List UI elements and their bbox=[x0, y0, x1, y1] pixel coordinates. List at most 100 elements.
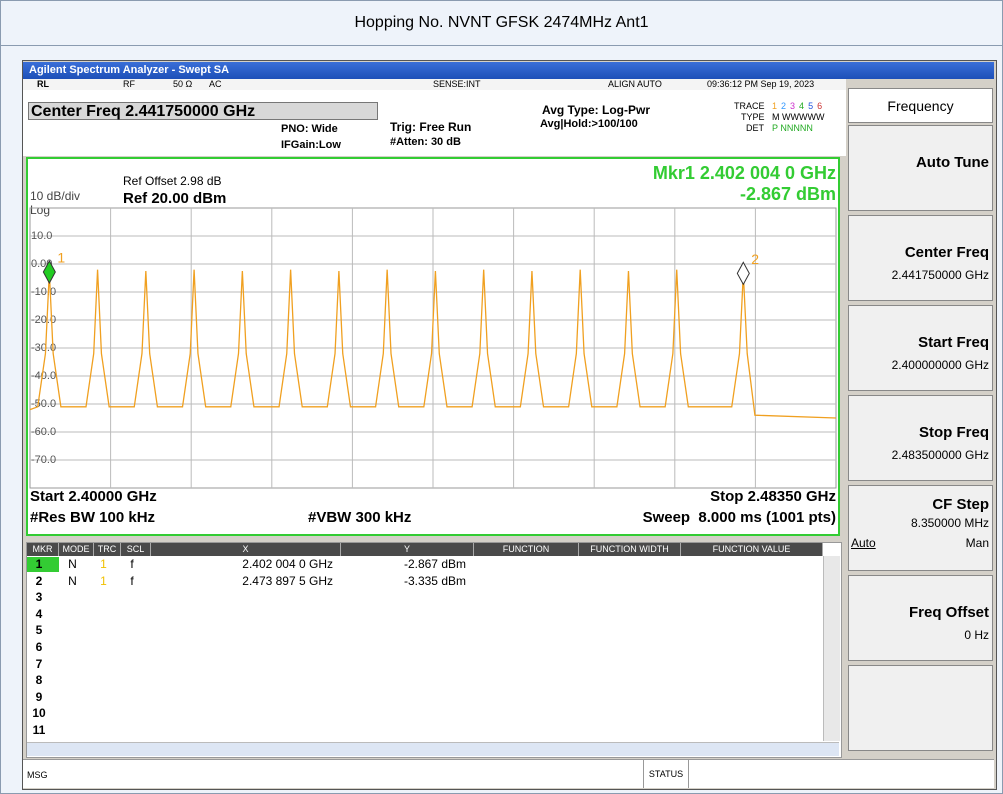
softkey[interactable]: Start Freq 2.400000000 GHz bbox=[848, 305, 993, 391]
spectrum-plot: Ref Offset 2.98 dB 10 dB/div Ref 20.00 d… bbox=[26, 157, 840, 536]
status-item: 09:36:12 PM Sep 19, 2023 bbox=[707, 79, 815, 89]
marker bbox=[736, 261, 750, 286]
atten: #Atten: 30 dB bbox=[390, 136, 461, 148]
softkey[interactable]: Center Freq 2.441750000 GHz bbox=[848, 215, 993, 301]
trace-number: 6 bbox=[817, 101, 823, 111]
column-header: SCL bbox=[121, 543, 151, 556]
status-item: ALIGN AUTO bbox=[608, 79, 662, 89]
table-cell: 2.402 004 0 GHz bbox=[242, 557, 333, 571]
softkey-value: 8.350000 MHz bbox=[910, 516, 989, 530]
softkey-label: Stop Freq bbox=[919, 424, 989, 441]
det-label: DET bbox=[746, 123, 764, 133]
trace-number: 2 bbox=[781, 101, 787, 111]
column-header: Y bbox=[341, 543, 474, 556]
softkey[interactable]: CF Step 8.350000 MHz Auto Man bbox=[848, 485, 993, 571]
table-cell: -2.867 dBm bbox=[403, 557, 466, 571]
status-item: AC bbox=[209, 79, 222, 89]
table-cell: 3 bbox=[35, 590, 43, 605]
settings-panel bbox=[23, 90, 846, 156]
column-header: FUNCTION WIDTH bbox=[579, 543, 681, 556]
table-cell: 5 bbox=[35, 623, 43, 638]
y-tick-label: -10.0 bbox=[31, 286, 56, 298]
softkey-label: Freq Offset bbox=[908, 604, 989, 621]
h-scrollbar[interactable] bbox=[27, 742, 839, 756]
table-cell: -3.335 dBm bbox=[403, 573, 466, 588]
softkey[interactable]: Stop Freq 2.483500000 GHz bbox=[848, 395, 993, 481]
marker bbox=[42, 259, 56, 285]
table-cell: f bbox=[130, 573, 134, 588]
softkey-value: 2.400000000 GHz bbox=[891, 358, 989, 372]
status-item: SENSE:INT bbox=[433, 79, 481, 89]
status-item: 50 Ω bbox=[173, 79, 193, 89]
table-cell: 1 bbox=[100, 557, 107, 571]
menu-title-text: Frequency bbox=[887, 98, 954, 114]
det-value: P NNNNN bbox=[772, 123, 813, 133]
type-value: M WWWWW bbox=[772, 112, 825, 122]
softkey[interactable]: Freq Offset 0 Hz bbox=[848, 575, 993, 661]
start-freq: Start 2.40000 GHz bbox=[30, 488, 157, 505]
table-cell: f bbox=[130, 557, 134, 571]
softkey-value: 2.441750000 GHz bbox=[891, 268, 989, 282]
scale-type: Log bbox=[30, 203, 50, 217]
softkey-label: Auto Tune bbox=[915, 154, 989, 171]
table-cell: N bbox=[68, 573, 77, 588]
vbw: #VBW 300 kHz bbox=[308, 509, 411, 526]
softkey-label: Center Freq bbox=[904, 244, 989, 261]
status-item: RL bbox=[37, 79, 49, 89]
trace-number: 1 bbox=[772, 101, 778, 111]
trig: Trig: Free Run bbox=[390, 120, 472, 134]
column-header: FUNCTION bbox=[474, 543, 579, 556]
column-header: TRC bbox=[94, 543, 121, 556]
status: STATUS bbox=[643, 760, 689, 788]
column-header: MODE bbox=[59, 543, 94, 556]
v-scrollbar[interactable] bbox=[823, 556, 840, 741]
y-tick-label: -20.0 bbox=[31, 314, 56, 326]
softkey-value: 0 Hz bbox=[964, 628, 989, 642]
marker-table: MKR MODE TRC SCL X Y FUNCTION FUNCTION WIDTH FUN… bbox=[26, 542, 842, 758]
marker-readout: Mkr1 2.402 004 0 GHz bbox=[653, 163, 836, 183]
avg-type: Avg Type: Log-Pwr bbox=[542, 103, 650, 117]
marker-label: 1 bbox=[57, 250, 65, 266]
status-bar: RL RF 50 Ω AC SENSE:INT ALIGN AUTO 09:36… bbox=[23, 79, 846, 91]
softkey-label: CF Step bbox=[932, 496, 989, 513]
trace-number: 4 bbox=[799, 101, 805, 111]
type-label: TYPE bbox=[741, 112, 765, 122]
table-cell: 2 bbox=[35, 573, 43, 588]
rbw: #Res BW 100 kHz bbox=[30, 509, 155, 526]
marker-value: -2.867 dBm bbox=[740, 184, 836, 204]
trace-number: 5 bbox=[808, 101, 814, 111]
footer: MSG STATUS bbox=[23, 759, 994, 788]
softkey-option[interactable]: Auto bbox=[851, 536, 876, 550]
window-title: Agilent Spectrum Analyzer - Swept SA bbox=[23, 62, 994, 79]
avg-hold: Avg|Hold:>100/100 bbox=[540, 118, 638, 130]
softkey-empty bbox=[848, 665, 993, 751]
y-tick-label: 10.0 bbox=[31, 230, 52, 242]
table-cell: N bbox=[68, 557, 77, 571]
table-cell: 10 bbox=[32, 706, 46, 721]
trace-label: TRACE bbox=[734, 101, 765, 111]
softkey-value: 2.483500000 GHz bbox=[891, 448, 989, 462]
y-tick-label: -40.0 bbox=[31, 370, 56, 382]
sweep: Sweep 8.000 ms (1001 pts) bbox=[643, 509, 836, 526]
softkey-label: Start Freq bbox=[918, 334, 989, 351]
scale: 10 dB/div bbox=[30, 189, 80, 203]
table-cell: 9 bbox=[35, 689, 43, 704]
table-cell: 4 bbox=[35, 606, 43, 621]
softkey-option[interactable]: Man bbox=[965, 536, 989, 550]
table-cell: 7 bbox=[35, 656, 43, 671]
table-cell: 1 bbox=[100, 573, 107, 588]
table-cell: 6 bbox=[35, 640, 43, 654]
softkey[interactable]: Auto Tune bbox=[848, 125, 993, 211]
stop-freq: Stop 2.48350 GHz bbox=[710, 488, 836, 505]
y-tick-label: -70.0 bbox=[31, 454, 56, 466]
trace bbox=[29, 269, 837, 419]
marker-label: 2 bbox=[751, 251, 759, 267]
ref-level: Ref 20.00 dBm bbox=[123, 190, 226, 207]
page-header: Hopping No. NVNT GFSK 2474MHz Ant1 bbox=[0, 0, 1003, 46]
center-freq[interactable]: Center Freq 2.441750000 GHz bbox=[28, 102, 378, 120]
pno: PNO: Wide bbox=[281, 123, 338, 135]
column-header: MKR bbox=[27, 543, 59, 556]
y-tick-label: -60.0 bbox=[31, 426, 56, 438]
